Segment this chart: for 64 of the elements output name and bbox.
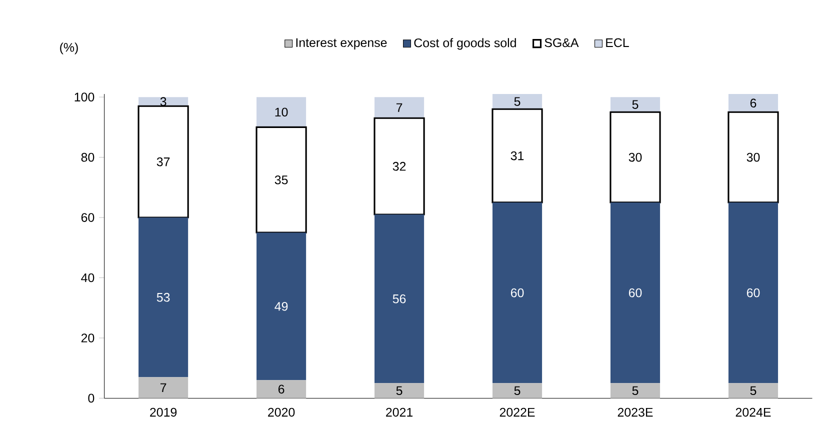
y-tick-label: 40 [81, 274, 94, 282]
x-tick-label: 2019 [150, 408, 177, 417]
data-label: 30 [746, 153, 760, 162]
x-tick-label: 2022E [500, 408, 535, 417]
data-label: 60 [746, 288, 760, 298]
bar [492, 383, 542, 398]
data-label: 6 [750, 98, 756, 108]
data-label: 6 [278, 384, 284, 394]
bar [256, 97, 306, 128]
y-tick-label: 100 [74, 92, 94, 102]
data-label: 5 [514, 97, 520, 106]
y-tick-label: 20 [81, 334, 94, 343]
data-label: 60 [510, 288, 524, 298]
data-label: 5 [632, 386, 638, 396]
data-label: 31 [510, 152, 524, 160]
data-label: 5 [750, 386, 756, 396]
bar [374, 214, 424, 384]
bar [374, 383, 424, 398]
data-label: 56 [392, 294, 406, 304]
bar [728, 94, 778, 112]
bar [256, 126, 307, 234]
data-label: 7 [160, 384, 166, 392]
bar [374, 118, 425, 216]
bar [492, 94, 542, 110]
bar [256, 380, 306, 398]
data-label: 30 [628, 153, 642, 162]
y-tick-label: 60 [81, 213, 94, 222]
bar [610, 97, 660, 112]
data-label: 32 [392, 162, 406, 171]
bar [138, 97, 188, 106]
bar [374, 97, 424, 118]
data-label: 60 [628, 288, 642, 298]
legend-label: ECL [606, 38, 629, 48]
y-axis-title: (%) [60, 42, 78, 54]
data-label: 5 [632, 100, 638, 110]
bar [728, 202, 778, 384]
bar [138, 218, 188, 378]
bar [492, 108, 543, 204]
legend-label: Cost of goods sold [414, 38, 516, 50]
data-label: 49 [274, 302, 288, 311]
legend-label: SG&A [544, 38, 579, 48]
bar [728, 383, 778, 398]
data-label: 10 [275, 108, 288, 117]
bar [728, 112, 779, 204]
x-tick-label: 2021 [386, 408, 413, 417]
bar [610, 112, 661, 204]
bar [610, 383, 660, 398]
bar [138, 105, 189, 218]
x-tick-label: 2020 [268, 408, 295, 417]
bar [256, 232, 306, 380]
bar [610, 202, 660, 384]
bar [492, 202, 542, 384]
data-label: 5 [396, 386, 402, 396]
y-tick-label: 80 [81, 153, 94, 162]
x-tick-label: 2023E [618, 408, 653, 417]
data-label: 35 [274, 176, 288, 184]
bar [138, 377, 188, 398]
data-label: 5 [514, 386, 520, 396]
data-label: 53 [156, 293, 170, 302]
data-label: 37 [156, 158, 170, 166]
y-tick-label: 0 [88, 394, 94, 403]
legend-label: Interest expense [296, 38, 387, 50]
x-tick-label: 2024E [736, 408, 771, 417]
data-label: 7 [396, 103, 402, 112]
